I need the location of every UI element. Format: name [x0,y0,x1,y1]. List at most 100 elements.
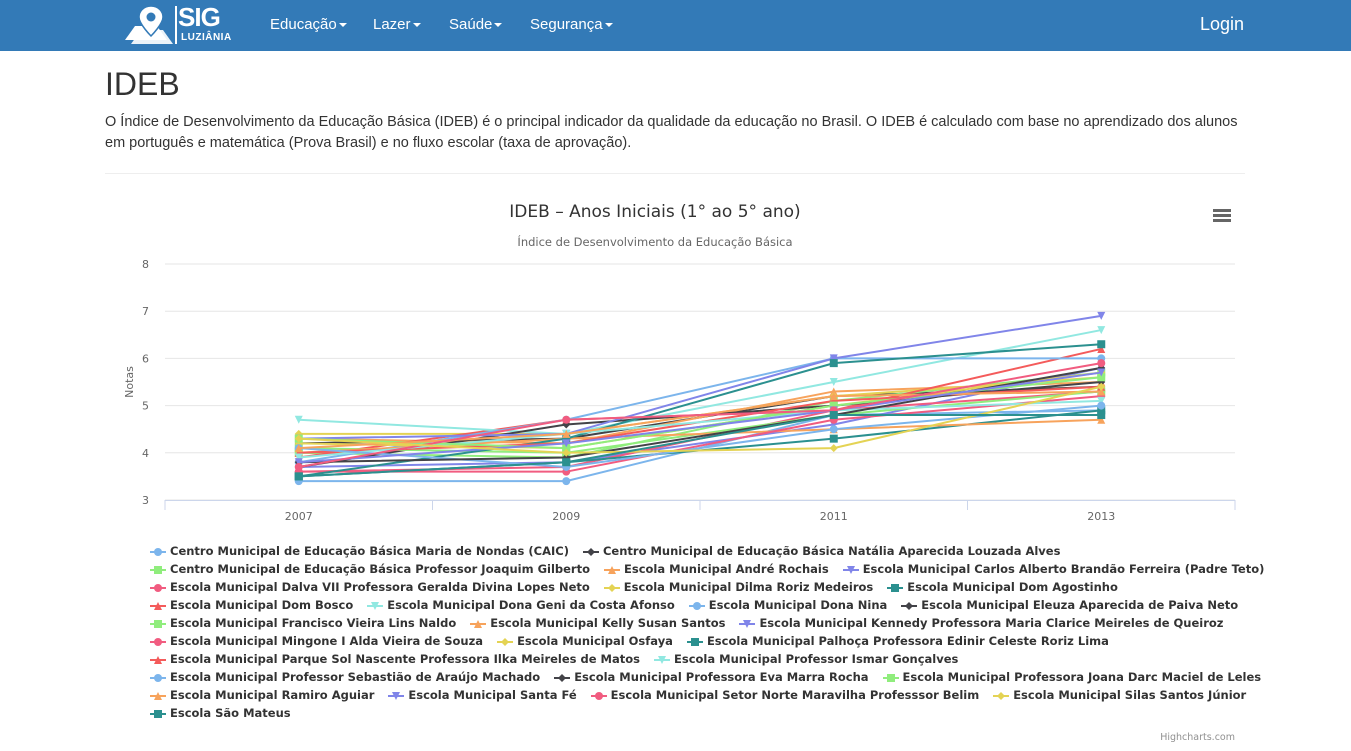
logo-subtitle: LUZIÂNIA [181,32,232,43]
legend-symbol-icon [150,637,166,646]
legend-item[interactable]: Escola Municipal Dalva VII Professora Ge… [150,580,590,594]
legend-label: Escola Municipal Eleuza Aparecida de Pai… [921,598,1239,612]
legend-item[interactable]: Escola Municipal Dona Nina [688,598,887,612]
legend-symbol-icon [993,691,1010,700]
legend-item[interactable]: Centro Municipal de Educação Básica Prof… [150,562,590,576]
series-point [829,392,838,401]
legend-item[interactable]: Escola Municipal Professora Joana Darc M… [882,670,1261,684]
series-point [1097,415,1106,424]
series-point [1097,340,1106,349]
series-point [562,477,571,486]
series-point [154,601,162,610]
series-line [298,414,1102,478]
series-point [829,401,838,410]
legend-item[interactable]: Escola Municipal Silas Santos Júnior [993,688,1246,702]
series-point [1097,411,1106,420]
series-point [607,583,616,592]
nav-label: Educação [270,16,337,33]
chart-subtitle: Índice de Desenvolvimento da Educação Bá… [517,235,793,249]
series-point [294,462,303,471]
legend-item[interactable]: Escola Municipal Santa Fé [388,688,577,702]
legend-symbol-icon [470,619,487,628]
legend-label: Escola Municipal Dona Geni da Costa Afon… [387,598,675,612]
legend-item[interactable]: Escola Municipal Carlos Alberto Brandão … [842,562,1264,576]
legend-item[interactable]: Escola Municipal Professor Sebastião de … [150,670,540,684]
chart-title: IDEB – Anos Iniciais (1° ao 5° ano) [509,202,801,222]
series-line [298,395,1102,473]
legend-symbol-icon [150,565,166,574]
legend-label: Escola Municipal Dilma Roriz Medeiros [623,580,874,594]
y-axis-label: Notas [123,366,136,398]
legend-item[interactable]: Escola Municipal Ramiro Aguiar [150,688,374,702]
series-point [1097,359,1106,368]
series-point [562,429,571,438]
legend-item[interactable]: Centro Municipal de Educação Básica Mari… [150,544,569,558]
legend-symbol-icon [604,565,620,574]
legend-item[interactable]: Escola Municipal Setor Norte Maravilha P… [590,688,980,702]
series-point [154,565,162,574]
chart-legend: Centro Municipal de Educação Básica Mari… [150,542,1264,722]
chart-menu-hamburger-icon[interactable] [1213,209,1231,223]
series-point [829,378,838,386]
nav-menu-seguranca[interactable]: Segurança [530,16,613,33]
legend-item[interactable]: Escola Municipal Palhoça Professora Edin… [686,634,1109,648]
legend-item[interactable]: Escola Municipal Dona Geni da Costa Afon… [367,598,675,612]
highcharts-credits-link[interactable]: Highcharts.com [1160,732,1235,743]
legend-symbol-icon [739,619,756,628]
legend-item[interactable]: Escola Municipal Francisco Vieira Lins N… [150,616,456,630]
top-navbar: SIG LUZIÂNIA Educação Lazer Saúde Segura… [0,0,1351,51]
legend-row: Centro Municipal de Educação Básica Prof… [150,560,1264,578]
series-point [562,434,571,443]
x-tick-label: 2007 [285,510,313,523]
legend-item[interactable]: Escola Municipal Professor Ismar Gonçalv… [654,652,958,666]
legend-item[interactable]: Escola Municipal Mingone I Alda Vieira d… [150,634,483,648]
legend-row: Escola Municipal Parque Sol Nascente Pro… [150,650,1240,668]
series-point [997,691,1006,700]
series-point [294,458,303,467]
series-line [298,371,1102,464]
series-point [658,655,667,664]
legend-row: Escola Municipal Dalva VII Professora Ge… [150,578,1240,596]
x-tick-label: 2013 [1087,510,1115,523]
legend-item[interactable]: Escola Municipal Dom Agostinho [887,580,1118,594]
legend-item[interactable]: Centro Municipal de Educação Básica Natá… [582,544,1060,558]
legend-item[interactable]: Escola Municipal Osfaya [497,634,673,648]
legend-item[interactable]: Escola São Mateus [150,706,291,720]
legend-symbol-icon [901,601,918,610]
series-point [829,425,838,434]
series-point [1097,368,1106,377]
legend-item[interactable]: Escola Municipal Kelly Susan Santos [470,616,725,630]
caret-down-icon [338,23,347,28]
series-point [829,444,838,453]
legend-item[interactable]: Escola Municipal Parque Sol Nascente Pro… [150,652,640,666]
series-point [1097,373,1106,382]
legend-item[interactable]: Escola Municipal André Rochais [604,562,829,576]
legend-item[interactable]: Escola Municipal Kennedy Professora Mari… [739,616,1224,630]
legend-item[interactable]: Escola Municipal Dilma Roriz Medeiros [603,580,874,594]
legend-symbol-icon [654,655,671,664]
legend-label: Escola Municipal Setor Norte Maravilha P… [610,688,980,702]
legend-item[interactable]: Escola Municipal Dom Bosco [150,598,353,612]
login-link[interactable]: Login [1199,14,1244,34]
ideb-chart: IDEB – Anos Iniciais (1° ao 5° ano) Índi… [105,190,1264,745]
series-point [154,547,162,556]
map-pin-logo-icon[interactable] [123,4,233,46]
series-point [1097,344,1106,353]
legend-label: Escola Municipal Silas Santos Júnior [1013,688,1247,702]
legend-item[interactable]: Escola Municipal Professora Eva Marra Ro… [554,670,869,684]
legend-label: Escola Municipal Palhoça Professora Edin… [706,634,1109,648]
legend-symbol-icon [150,583,166,592]
nav-menu-educacao[interactable]: Educação [270,16,347,33]
series-point [294,415,303,424]
page-description: O Índice de Desenvolvimento da Educação … [105,114,1238,151]
series-point [891,583,900,592]
legend-label: Escola Municipal Dom Agostinho [907,580,1118,594]
nav-menu-saude[interactable]: Saúde [449,16,503,33]
legend-item[interactable]: Escola Municipal Eleuza Aparecida de Pai… [901,598,1238,612]
legend-label: Escola Municipal Osfaya [517,634,673,648]
legend-row: Escola Municipal Mingone I Alda Vieira d… [150,632,1240,650]
series-point [1097,396,1106,405]
caret-down-icon [412,23,421,28]
series-point [886,673,895,682]
nav-menu-lazer[interactable]: Lazer [373,16,421,33]
